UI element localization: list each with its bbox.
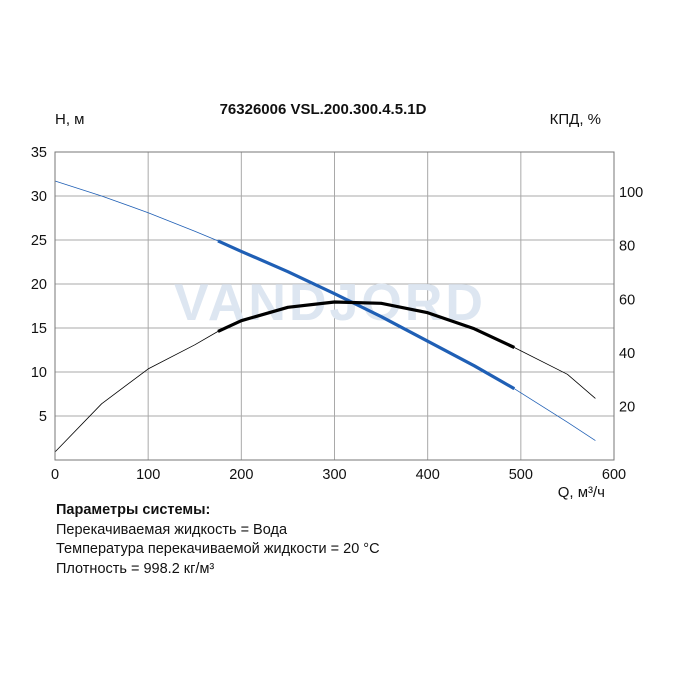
y-tick-label: 10 xyxy=(31,365,47,381)
x-tick-label: 600 xyxy=(602,467,626,483)
params-title: Параметры системы: xyxy=(56,502,211,518)
y-axis-label: H, м xyxy=(55,111,84,128)
plot-frame xyxy=(54,151,615,461)
x-tick-label: 400 xyxy=(416,467,440,483)
y2-tick-label: 100 xyxy=(619,185,643,201)
y-tick-label: 35 xyxy=(31,145,47,161)
y2-tick-label: 40 xyxy=(619,346,635,362)
x-tick-label: 500 xyxy=(509,467,533,483)
efficiency-curve-operating xyxy=(217,300,515,349)
param-fluid: Перекачиваемая жидкость = Вода xyxy=(56,521,288,538)
y2-axis-label: КПД, % xyxy=(550,111,601,128)
y2-tick-label: 60 xyxy=(619,292,635,308)
system-parameters: Параметры системы: Перекачиваемая жидкос… xyxy=(56,501,380,579)
param-temperature: Температура перекачиваемой жидкости = 20… xyxy=(56,541,380,557)
y-tick-label: 15 xyxy=(31,321,47,337)
y-tick-label: 20 xyxy=(31,277,47,293)
x-tick-label: 300 xyxy=(322,467,346,483)
head-curve-operating xyxy=(217,239,516,391)
x-axis-label: Q, м³/ч xyxy=(558,484,605,501)
chart-title: 76326006 VSL.200.300.4.5.1D xyxy=(220,101,427,118)
x-tick-label: 200 xyxy=(229,467,253,483)
y-tick-label: 30 xyxy=(31,189,47,205)
y2-tick-label: 20 xyxy=(619,399,635,415)
y-tick-label: 25 xyxy=(31,233,47,249)
x-tick-label: 100 xyxy=(136,467,160,483)
param-density: Плотность = 998.2 кг/м³ xyxy=(56,560,215,577)
series-layer xyxy=(54,180,596,453)
y-tick-label: 5 xyxy=(39,409,47,425)
tick-labels: 0 100 200 300 400 500 600 5 10 15 20 25 30 35 20 40 60 80… xyxy=(31,145,643,483)
x-tick-label: 0 xyxy=(51,467,59,483)
y2-tick-label: 80 xyxy=(619,239,635,255)
